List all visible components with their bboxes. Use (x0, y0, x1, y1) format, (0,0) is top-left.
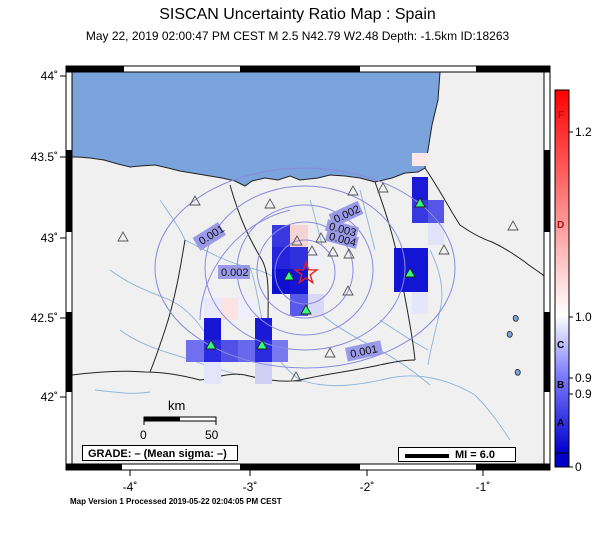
epicenter-star (293, 259, 319, 285)
map-frame (60, 65, 551, 476)
colorbar-letter: D (557, 220, 565, 231)
lon-label: -4˚ (122, 480, 138, 494)
colorbar-value: 1.2 (575, 125, 592, 139)
stations-inactive (117, 182, 519, 382)
lon-label: -3˚ (242, 480, 258, 494)
rivers (94, 189, 511, 441)
map-title: SISCAN Uncertainty Ratio Map : Spain (159, 6, 436, 23)
footer-processed: Map Version 1 Processed 2019-05-22 02:04… (70, 497, 282, 506)
lat-label: 43˚ (40, 231, 58, 245)
colorbar-value: 1.0 (575, 310, 592, 324)
lat-label: 44˚ (40, 69, 58, 83)
lat-label: 42.5˚ (30, 311, 58, 325)
lon-label: -2˚ (359, 480, 375, 494)
scale-unit: km (168, 398, 186, 413)
lat-label: 43.5˚ (30, 150, 58, 164)
contour-labels (192, 200, 384, 362)
mi-legend-line (405, 454, 449, 458)
sea-area (72, 72, 441, 187)
uncertainty-grid (186, 153, 444, 384)
lat-label: 42˚ (40, 390, 58, 404)
colorbar (554, 89, 573, 468)
grade-label: GRADE: – (Mean sigma: –) (88, 448, 227, 460)
map-subtitle: May 22, 2019 02:00:47 PM CEST M 2.5 N42.… (85, 29, 510, 43)
colorbar-letter: C (557, 340, 565, 351)
colorbar-letter: A (557, 418, 565, 429)
contour-label: 0.002 (221, 267, 249, 279)
colorbar-letter: F (558, 110, 565, 121)
stations-active (205, 197, 426, 350)
contour-label: 0.001 (349, 343, 378, 360)
grade-box: GRADE: – (Mean sigma: –) (82, 445, 238, 461)
colorbar-value: 0.9 (575, 387, 592, 401)
mi-legend-label: MI = 6.0 (455, 449, 496, 461)
mi-legend: MI = 6.0 (398, 447, 516, 462)
scale-end: 50 (205, 428, 219, 442)
colorbar-letter: B (557, 380, 565, 391)
scale-start: 0 (140, 428, 147, 442)
scale-bar (143, 416, 217, 425)
colorbar-value: 0 (575, 460, 582, 474)
lon-label: -1˚ (475, 480, 491, 494)
colorbar-value: 0.9 (575, 371, 592, 385)
